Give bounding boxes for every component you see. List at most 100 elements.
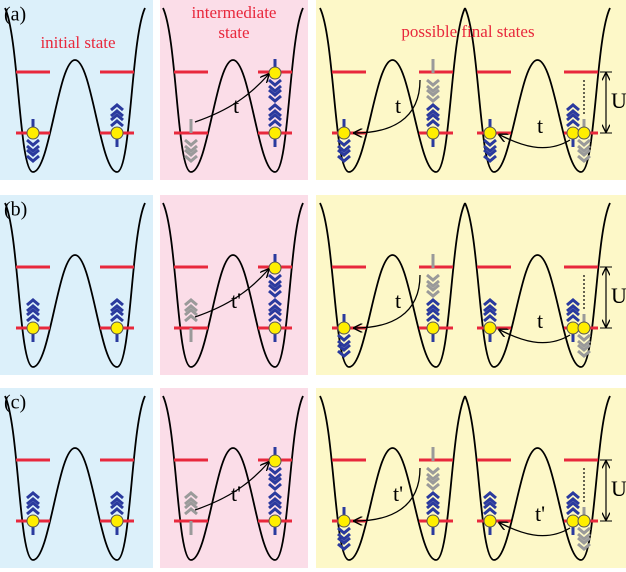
electron: [566, 321, 580, 335]
spin-arrow: [184, 497, 198, 506]
spin-arrow: [26, 298, 40, 307]
spin-arrow: [566, 113, 580, 122]
spin-arrow: [566, 298, 580, 307]
spin-arrow: [577, 154, 591, 163]
spin-arrow: [26, 314, 40, 323]
spin-arrow: [426, 476, 440, 485]
spin-arrow: [268, 308, 282, 317]
panel-background: [0, 388, 153, 568]
spin-arrow: [426, 491, 440, 500]
spin-arrow: [426, 507, 440, 516]
spin-arrow: [483, 501, 497, 510]
spin-arrow: [184, 501, 198, 510]
spin-arrow: [110, 298, 124, 307]
hop-arrow: [194, 463, 268, 511]
spin-arrow: [566, 119, 580, 128]
header-intermediate: intermediate: [192, 3, 277, 22]
spin-arrow: [566, 308, 580, 317]
spin-arrow: [577, 542, 591, 551]
spin-arrow: [483, 304, 497, 313]
spin-arrow: [184, 144, 198, 153]
spin-arrow: [566, 497, 580, 506]
spin-arrow: [337, 154, 351, 163]
spin-arrow: [577, 532, 591, 541]
spin-arrow: [566, 507, 580, 516]
spin-arrow: [483, 154, 497, 163]
electron: [268, 321, 282, 335]
spin-arrow: [337, 339, 351, 348]
spin-arrow: [337, 144, 351, 153]
spin-arrow: [184, 304, 198, 313]
electron: [268, 514, 282, 528]
spin-arrow: [337, 542, 351, 551]
spin-arrow: [483, 314, 497, 323]
spin-arrow: [184, 148, 198, 157]
spin-arrow: [26, 144, 40, 153]
spin-arrow: [426, 119, 440, 128]
spin-arrow: [426, 283, 440, 292]
electron: [110, 126, 124, 140]
spin-arrow: [268, 279, 282, 288]
spin-arrow: [483, 148, 497, 157]
spin-arrow: [268, 298, 282, 307]
hop-label: t: [537, 113, 543, 138]
double-well: [4, 202, 146, 368]
spin-arrow: [26, 491, 40, 500]
spin-arrow: [184, 138, 198, 147]
spin-arrow: [110, 314, 124, 323]
spin-arrow: [26, 497, 40, 506]
spin-arrow: [483, 308, 497, 317]
spin-arrow: [577, 339, 591, 348]
spin-arrow: [268, 507, 282, 516]
hop-label: t: [537, 308, 543, 333]
spin-arrow: [110, 501, 124, 510]
spin-arrow: [268, 273, 282, 282]
spin-arrow: [426, 113, 440, 122]
spin-arrow: [483, 491, 497, 500]
spin-arrow: [184, 308, 198, 317]
electron: [110, 321, 124, 335]
electron: [483, 321, 497, 335]
spin-arrow: [110, 308, 124, 317]
electron: [268, 454, 282, 468]
hop-label: t': [393, 481, 403, 506]
spin-arrow: [26, 148, 40, 157]
electron: [337, 126, 351, 140]
spin-arrow: [337, 349, 351, 358]
hop-arrow: [194, 75, 268, 123]
header-final: possible final states: [401, 22, 534, 41]
spin-arrow: [26, 501, 40, 510]
spin-arrow: [110, 491, 124, 500]
spin-arrow: [577, 526, 591, 535]
spin-arrow: [184, 314, 198, 323]
electron: [110, 514, 124, 528]
spin-arrow: [426, 273, 440, 282]
hop-arrow: [500, 523, 571, 537]
row-label: (b): [4, 199, 27, 221]
spin-arrow: [26, 154, 40, 163]
electron: [483, 126, 497, 140]
electron: [26, 514, 40, 528]
spin-arrow: [426, 308, 440, 317]
hop-arrow: [194, 270, 268, 318]
spin-arrow: [110, 497, 124, 506]
spin-arrow: [337, 526, 351, 535]
spin-arrow: [337, 343, 351, 352]
double-well: [162, 7, 304, 173]
spin-arrow: [566, 501, 580, 510]
spin-arrow: [426, 497, 440, 506]
spin-arrow: [483, 138, 497, 147]
spin-arrow: [268, 304, 282, 313]
electron: [577, 126, 591, 140]
spin-arrow: [268, 113, 282, 122]
spin-arrow: [337, 148, 351, 157]
spin-arrow: [26, 138, 40, 147]
double-well: [464, 202, 611, 368]
spin-arrow: [268, 84, 282, 93]
hop-label: t: [395, 288, 401, 313]
spin-arrow: [110, 507, 124, 516]
spin-arrow: [483, 497, 497, 506]
spin-arrow: [268, 109, 282, 118]
electron: [268, 261, 282, 275]
